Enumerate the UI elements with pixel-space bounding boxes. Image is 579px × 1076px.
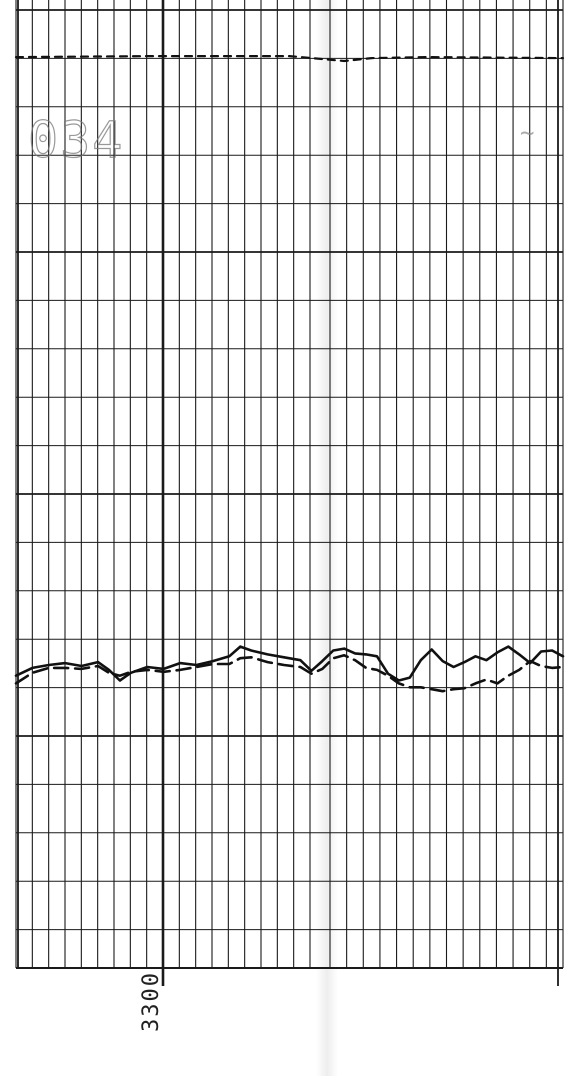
grid-minor-vertical — [15, 0, 564, 968]
depth-label: 3300 — [139, 971, 164, 1032]
trace-series-2 — [14, 653, 565, 693]
traces — [14, 54, 565, 693]
trace-series-1 — [14, 645, 565, 682]
header-mark-text: ~ — [520, 119, 535, 147]
grid-major-vertical — [17, 0, 559, 986]
trace-series-3 — [14, 54, 565, 63]
header-code-text: 034 — [27, 111, 125, 169]
scan-fold-band — [316, 0, 338, 1076]
